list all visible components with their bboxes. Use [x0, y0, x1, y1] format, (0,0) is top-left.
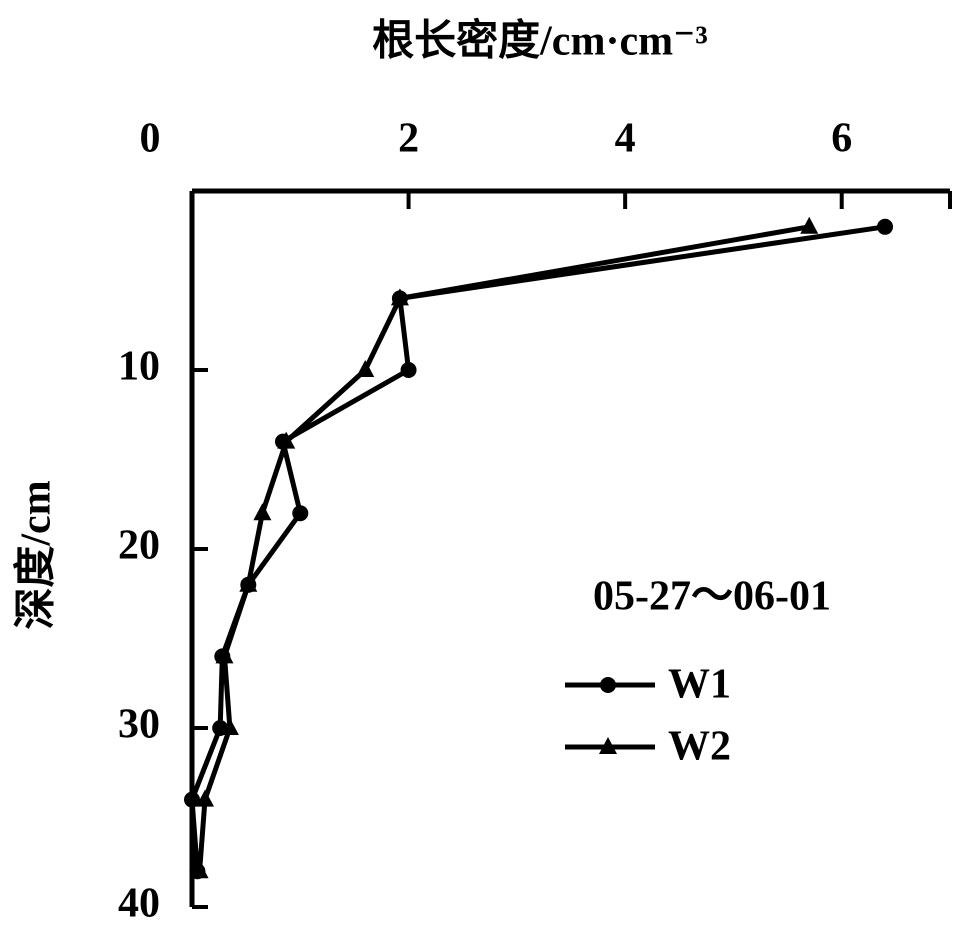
marker — [800, 216, 819, 234]
x-tick-label: 2 — [398, 116, 419, 162]
legend-label: W1 — [668, 662, 731, 708]
marker — [253, 503, 272, 521]
marker — [292, 505, 309, 522]
y-tick-label: 40 — [118, 881, 160, 927]
marker — [220, 718, 239, 735]
series-line — [197, 224, 810, 872]
y-axis-label: 深度/cm — [13, 480, 60, 629]
marker — [600, 677, 616, 693]
series-line — [189, 224, 886, 872]
x-tick-label: 6 — [831, 116, 852, 162]
marker — [390, 288, 409, 306]
marker — [277, 431, 296, 449]
legend-title: 05-27～06-01 — [593, 574, 831, 620]
chart-title: 根长密度/cm·cm⁻³ — [372, 18, 708, 65]
y-tick-label: 20 — [118, 523, 160, 569]
x-tick-label: 0 — [140, 116, 161, 162]
marker — [599, 737, 617, 754]
marker — [239, 574, 258, 592]
y-tick-label: 10 — [118, 344, 160, 390]
marker — [400, 362, 417, 378]
marker — [184, 791, 200, 808]
marker — [356, 360, 375, 377]
marker — [215, 646, 234, 664]
y-tick-label: 30 — [118, 702, 160, 748]
marker — [877, 218, 894, 235]
legend-label: W2 — [668, 724, 731, 770]
x-tick-label: 4 — [615, 116, 636, 162]
marker — [195, 789, 214, 807]
marker — [190, 861, 209, 879]
